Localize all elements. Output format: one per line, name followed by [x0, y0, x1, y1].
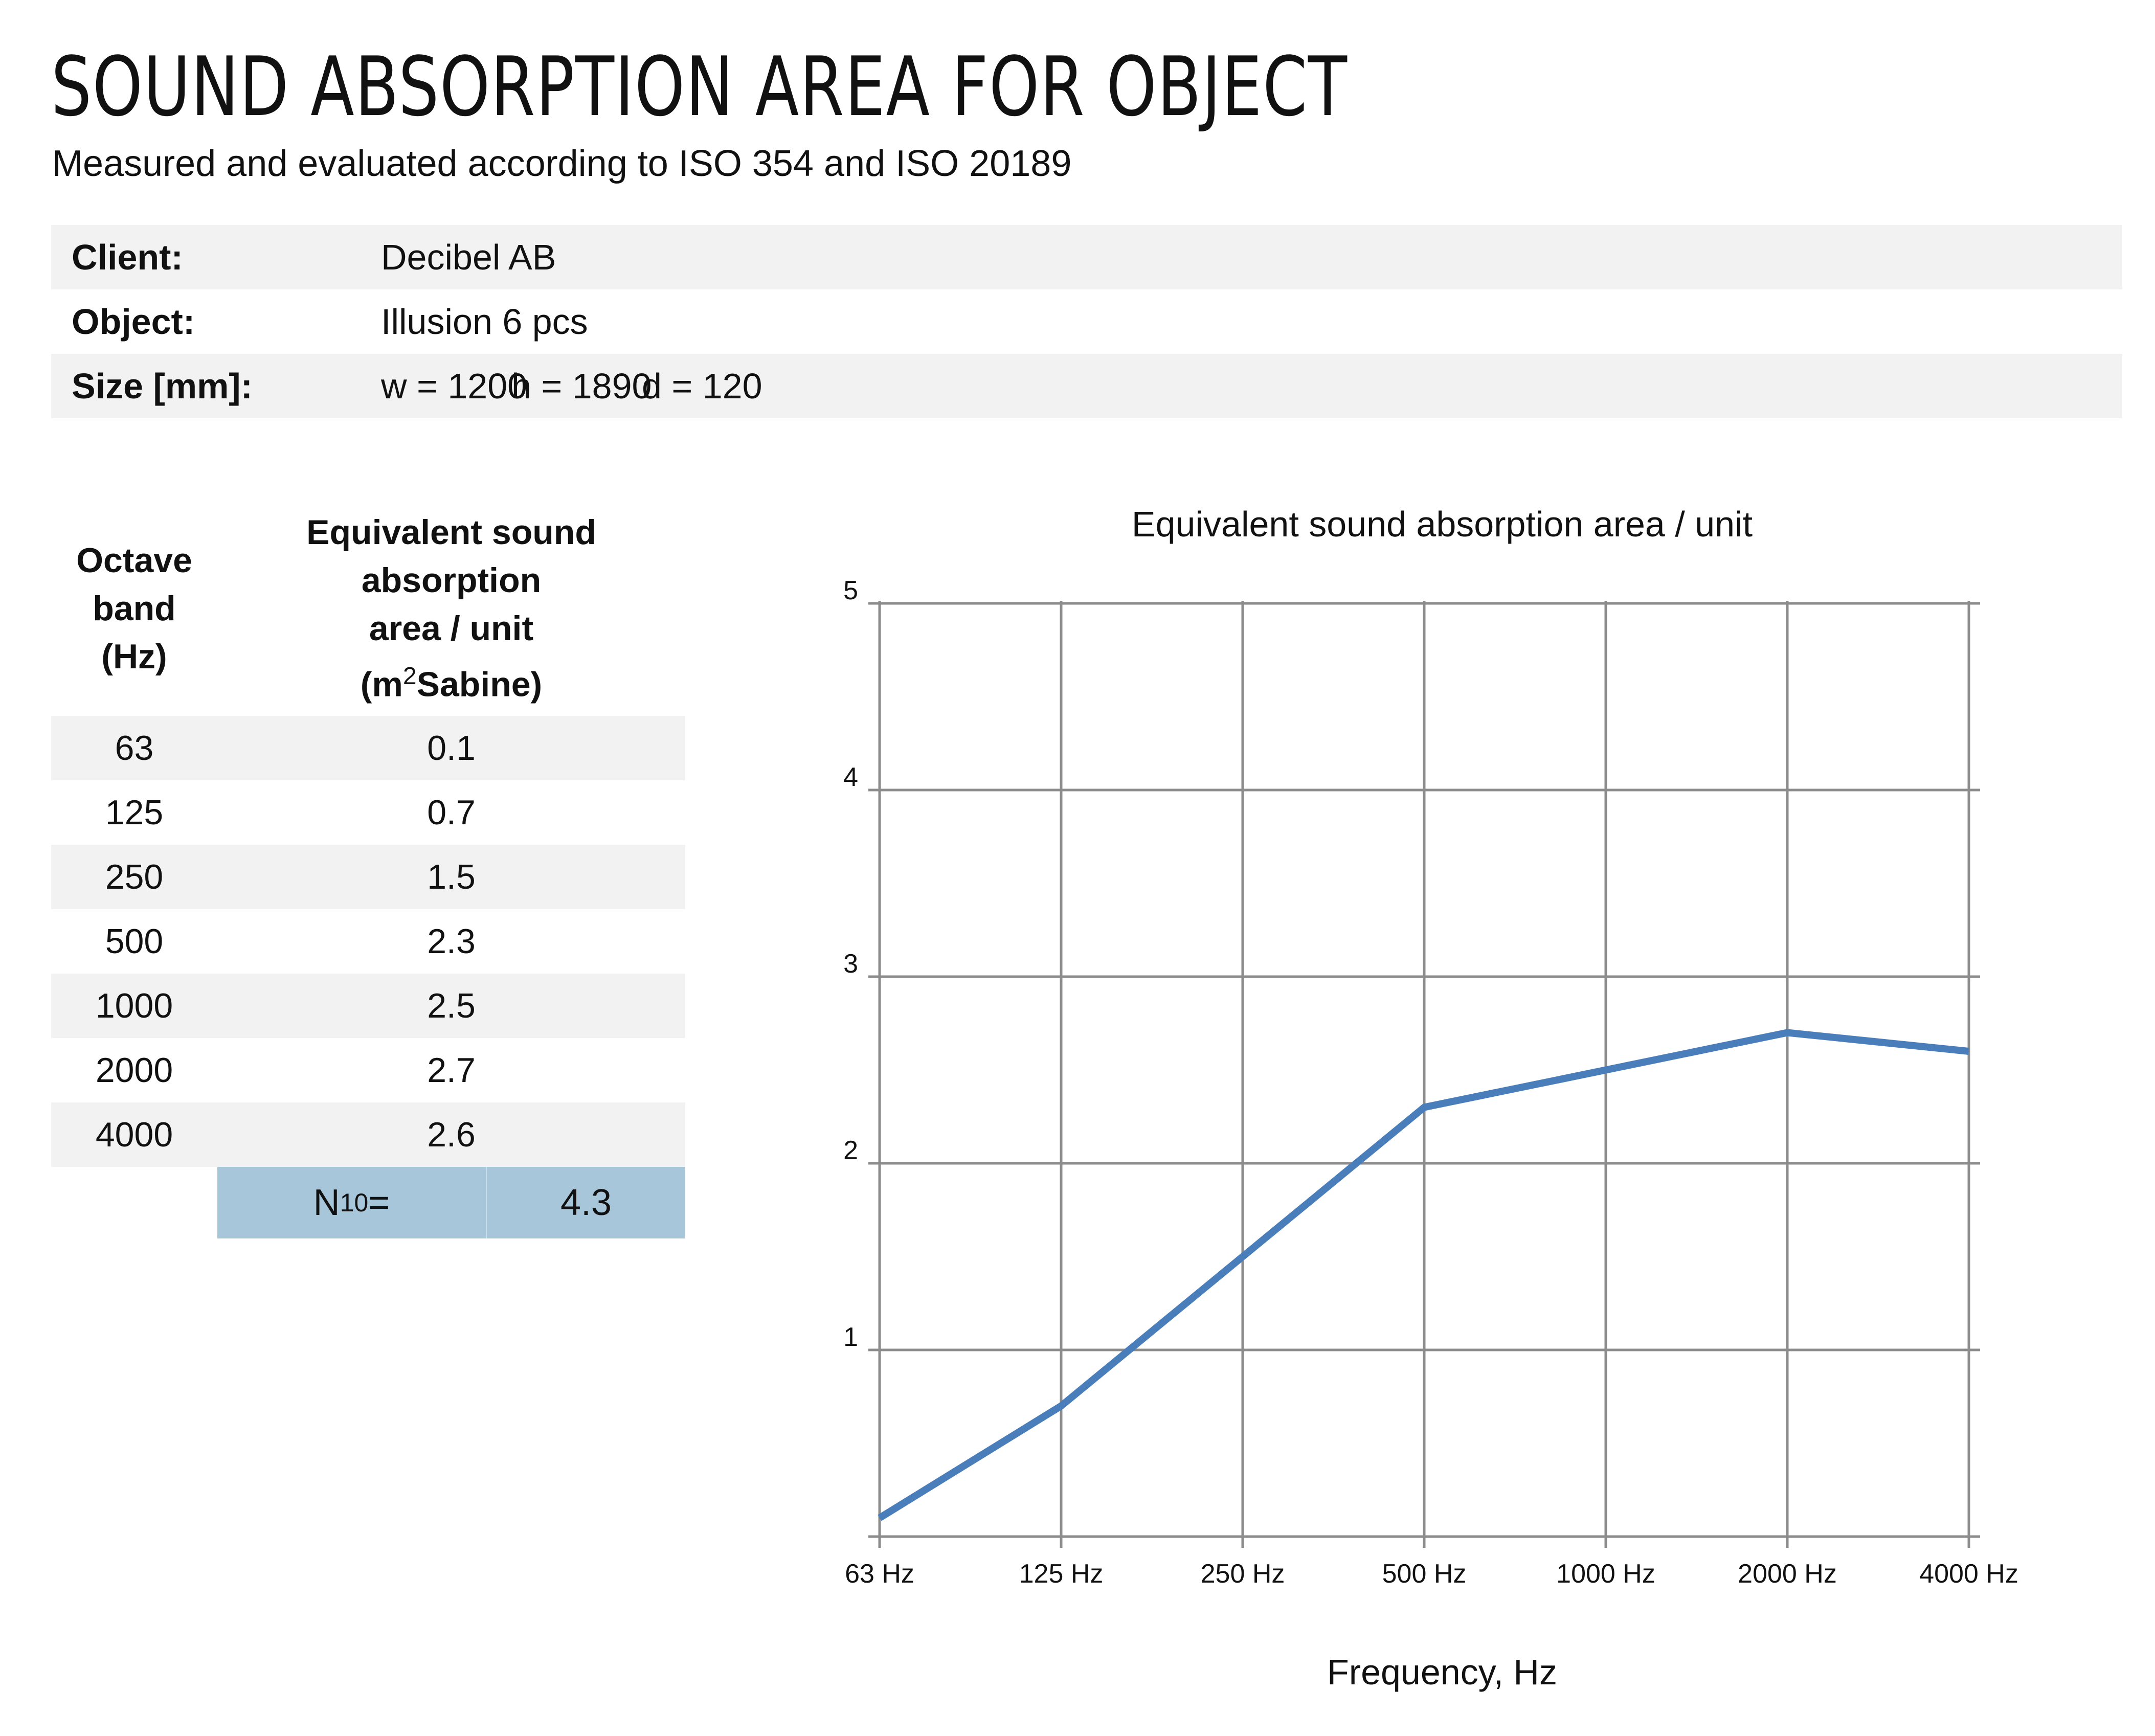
- chart-title: Equivalent sound absorption area / unit: [1131, 504, 1753, 544]
- x-axis-label: Frequency, Hz: [1327, 1652, 1557, 1692]
- client-value: Decibel AB: [381, 237, 556, 277]
- octave-band-table: Octave band (Hz) Equivalent sound absorp…: [51, 501, 685, 1238]
- table-row: 1000 2.5: [51, 974, 685, 1038]
- y-tick-label: 5: [843, 576, 858, 605]
- y-tick-label: 1: [843, 1322, 858, 1352]
- table-row: 250 1.5: [51, 845, 685, 909]
- x-tick-label: 250 Hz: [1201, 1559, 1285, 1589]
- table-row: 63 0.1: [51, 716, 685, 780]
- data-point: [1424, 1107, 1425, 1108]
- y-tick-label: 4: [843, 762, 858, 792]
- x-tick-label: 2000 Hz: [1738, 1559, 1837, 1589]
- object-label: Object:: [72, 302, 195, 342]
- n10-label: N 10 =: [217, 1167, 487, 1238]
- object-value: Illusion 6 pcs: [381, 302, 588, 342]
- size-row: Size [mm]: w = 1200 h = 1890 d = 120: [51, 354, 2122, 418]
- table-row: 2000 2.7: [95, 1051, 476, 1090]
- data-point: [879, 1517, 880, 1519]
- table-row: 4000 2.6: [51, 1102, 685, 1167]
- data-point: [1242, 1256, 1243, 1257]
- y-tick-label: 2: [843, 1136, 858, 1165]
- x-tick-label: 500 Hz: [1382, 1559, 1467, 1589]
- data-point: [1061, 1405, 1062, 1407]
- size-width: w = 1200: [381, 366, 528, 406]
- table-row: 125 0.7: [105, 793, 476, 832]
- n10-row: N 10 = 4.3: [217, 1167, 685, 1238]
- size-height: h = 1890: [511, 366, 652, 406]
- unit-label: (m2Sabine): [360, 663, 543, 704]
- n10-value: 4.3: [487, 1167, 685, 1238]
- x-tick-label: 125 Hz: [1019, 1559, 1104, 1589]
- table-row: 500 2.3: [105, 922, 476, 961]
- page-title: SOUND ABSORPTION AREA FOR OBJECT: [51, 39, 1348, 134]
- y-tick-label: 3: [843, 949, 858, 979]
- data-point: [1605, 1069, 1606, 1071]
- page-subtitle: Measured and evaluated according to ISO …: [52, 143, 1072, 184]
- x-tick-label: 63 Hz: [845, 1559, 914, 1589]
- table-header: Octave band (Hz) Equivalent sound absorp…: [51, 501, 685, 716]
- info-table: Client: Decibel AB Object: Illusion 6 pc…: [51, 225, 2122, 418]
- client-label: Client:: [72, 237, 183, 277]
- x-tick-label: 4000 Hz: [1919, 1559, 2018, 1589]
- data-point: [1968, 1051, 1969, 1052]
- size-label: Size [mm]:: [72, 366, 253, 406]
- size-depth: d = 120: [642, 366, 762, 406]
- client-row: Client: Decibel AB: [51, 225, 2122, 289]
- octave-band-header: Octave band (Hz): [76, 541, 192, 676]
- data-point: [1787, 1032, 1788, 1033]
- object-row: Object: Illusion 6 pcs: [51, 289, 2122, 354]
- absorption-area-header: Equivalent sound absorption area / unit …: [217, 508, 685, 709]
- x-tick-label: 1000 Hz: [1556, 1559, 1655, 1589]
